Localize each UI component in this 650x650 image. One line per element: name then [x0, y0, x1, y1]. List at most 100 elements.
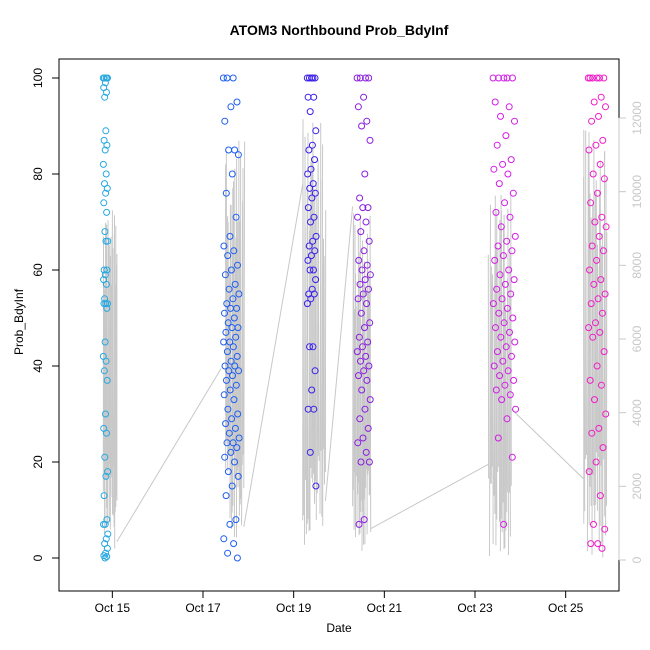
data-point — [234, 151, 242, 159]
data-point — [592, 458, 600, 466]
data-point — [309, 180, 317, 188]
data-point — [224, 252, 232, 260]
data-point — [489, 74, 497, 82]
data-point — [103, 88, 110, 96]
data-point — [227, 103, 235, 111]
data-point — [359, 290, 367, 298]
data-point — [102, 170, 110, 178]
data-point — [598, 544, 606, 552]
data-point — [365, 74, 373, 82]
data-point — [506, 213, 514, 221]
data-point — [227, 357, 235, 365]
secondary-spike — [585, 241, 587, 456]
secondary-spike — [354, 224, 356, 538]
data-point — [235, 367, 243, 375]
data-point — [306, 343, 313, 351]
data-point — [222, 328, 230, 336]
data-point — [497, 333, 505, 341]
data-point — [225, 367, 233, 375]
data-point — [235, 434, 243, 442]
data-point — [228, 324, 236, 332]
data-point — [361, 276, 369, 284]
data-point — [305, 146, 313, 154]
data-point — [103, 184, 111, 192]
data-point — [354, 439, 362, 447]
data-point — [308, 74, 315, 82]
plot-frame — [58, 58, 620, 592]
data-point — [502, 132, 510, 140]
data-point — [307, 218, 314, 226]
data-point — [356, 194, 364, 202]
secondary-spike — [356, 294, 359, 495]
data-point — [304, 256, 312, 264]
data-point — [104, 74, 111, 82]
data-point — [588, 242, 596, 250]
data-point — [600, 348, 608, 356]
data-point — [309, 343, 317, 351]
data-point — [597, 381, 605, 389]
data-point — [223, 300, 231, 308]
data-point — [365, 285, 372, 293]
data-point — [593, 362, 601, 370]
data-point — [307, 252, 315, 260]
data-point — [591, 218, 599, 226]
data-point — [593, 74, 601, 82]
data-point — [231, 280, 239, 288]
data-point — [101, 93, 109, 101]
data-point — [511, 117, 518, 125]
data-point — [103, 208, 111, 216]
data-point — [102, 410, 109, 418]
data-point — [501, 280, 509, 288]
data-point — [493, 285, 501, 293]
data-point — [101, 453, 109, 461]
data-point — [365, 458, 373, 466]
data-point — [508, 453, 516, 461]
data-point — [589, 170, 597, 178]
x-tick-label: Oct 21 — [367, 601, 403, 615]
data-point — [598, 309, 606, 317]
data-point — [494, 348, 501, 356]
data-point — [100, 367, 108, 375]
data-point — [354, 103, 362, 111]
data-point — [223, 74, 231, 82]
data-point — [308, 386, 316, 394]
data-point — [312, 276, 320, 284]
data-point — [587, 300, 595, 308]
data-point — [234, 472, 242, 480]
data-point — [226, 232, 234, 240]
data-point — [511, 338, 519, 346]
right-tick-label: 6000 — [630, 325, 644, 352]
secondary-spike — [500, 210, 503, 533]
secondary-spike — [599, 160, 602, 466]
data-point — [312, 127, 320, 135]
secondary-spike — [489, 204, 491, 556]
data-point — [233, 98, 241, 106]
data-point — [360, 367, 368, 375]
data-point — [103, 516, 111, 524]
data-point — [103, 429, 110, 437]
data-point — [508, 352, 515, 360]
data-point — [363, 376, 371, 384]
data-point — [357, 357, 364, 365]
data-point — [366, 136, 374, 144]
data-point — [600, 74, 608, 82]
y-tick-label: 40 — [31, 359, 45, 373]
data-point — [229, 372, 236, 380]
data-point — [360, 247, 368, 255]
data-point — [223, 348, 231, 356]
data-point — [511, 232, 519, 240]
data-point — [304, 204, 312, 212]
data-point — [306, 184, 314, 192]
data-point — [305, 242, 313, 250]
data-point — [585, 146, 593, 154]
data-point — [311, 247, 319, 255]
data-point — [596, 74, 603, 82]
data-point — [494, 242, 502, 250]
data-point — [227, 304, 235, 312]
data-point — [510, 376, 518, 384]
data-point — [500, 74, 508, 82]
secondary-spike — [311, 159, 314, 483]
data-point — [497, 112, 504, 120]
data-point — [100, 520, 107, 528]
x-tick-label: Oct 23 — [457, 601, 493, 615]
